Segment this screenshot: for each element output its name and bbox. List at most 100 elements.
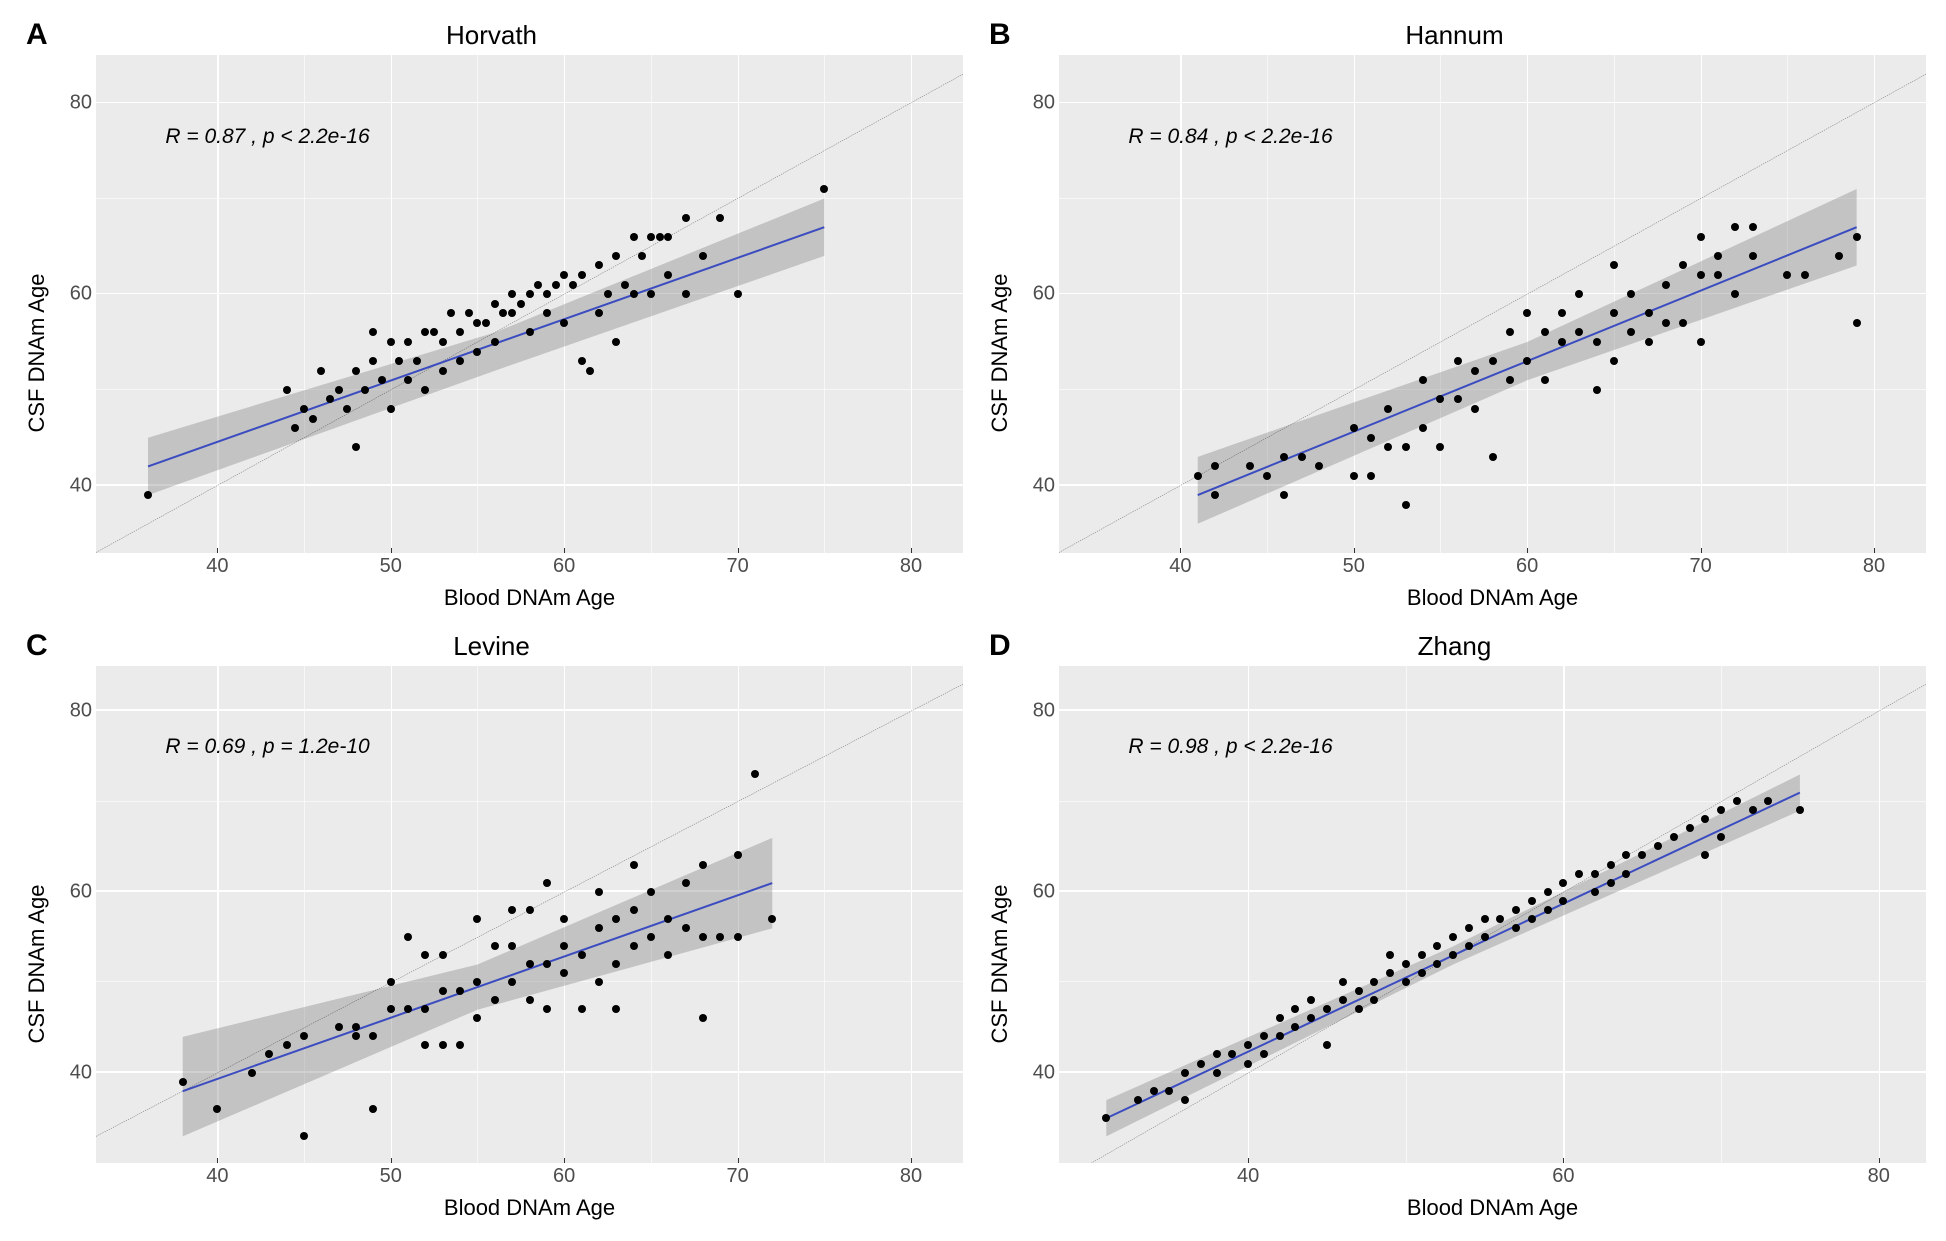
data-point: [526, 906, 534, 914]
data-point: [560, 942, 568, 950]
data-point: [664, 951, 672, 959]
data-point: [543, 290, 551, 298]
panel-C: CLevineCSF DNAm Age406080R = 0.69 , p = …: [20, 631, 963, 1222]
data-point: [647, 933, 655, 941]
data-point: [395, 357, 403, 365]
x-axis-label: Blood DNAm Age: [96, 583, 963, 611]
data-point: [1622, 870, 1630, 878]
data-point: [1370, 996, 1378, 1004]
panel-A: AHorvathCSF DNAm Age406080R = 0.87 , p <…: [20, 20, 963, 611]
data-point: [1402, 978, 1410, 986]
data-point: [1323, 1041, 1331, 1049]
data-point: [1213, 1069, 1221, 1077]
data-point: [656, 233, 664, 241]
y-axis: 406080: [1017, 666, 1059, 1222]
x-tick-label: 60: [1516, 555, 1538, 578]
panel-title: Zhang: [983, 631, 1926, 662]
data-point: [1418, 969, 1426, 977]
data-point: [265, 1050, 273, 1058]
data-point: [768, 915, 776, 923]
data-point: [456, 328, 464, 336]
data-point: [1197, 1060, 1205, 1068]
data-point: [1323, 1005, 1331, 1013]
data-point: [413, 357, 421, 365]
data-point: [1134, 1096, 1142, 1104]
data-point: [526, 996, 534, 1004]
data-point: [439, 951, 447, 959]
data-point: [1355, 987, 1363, 995]
data-point: [578, 1005, 586, 1013]
data-point: [630, 290, 638, 298]
data-point: [1481, 933, 1489, 941]
data-point: [1544, 906, 1552, 914]
data-point: [526, 290, 534, 298]
x-tick-label: 40: [206, 555, 228, 578]
y-tick-label: 40: [1033, 474, 1055, 497]
data-point: [612, 1005, 620, 1013]
data-point: [300, 405, 308, 413]
data-point: [1339, 978, 1347, 986]
plot-wrap: CSF DNAm Age406080R = 0.69 , p = 1.2e-10…: [20, 666, 963, 1222]
data-point: [179, 1078, 187, 1086]
data-point: [1181, 1096, 1189, 1104]
y-tick-label: 40: [1033, 1061, 1055, 1084]
data-point: [473, 319, 481, 327]
data-point: [1213, 1050, 1221, 1058]
data-point: [361, 386, 369, 394]
data-point: [560, 271, 568, 279]
data-point: [595, 309, 603, 317]
panel-letter: A: [26, 18, 48, 52]
panel-title: Horvath: [20, 20, 963, 51]
data-point: [1339, 996, 1347, 1004]
data-point: [352, 1023, 360, 1031]
data-point: [543, 309, 551, 317]
data-point: [586, 367, 594, 375]
x-tick-label: 70: [1689, 555, 1711, 578]
data-point: [1731, 290, 1739, 298]
data-point: [647, 888, 655, 896]
plot-wrap: CSF DNAm Age 40 60 80R = 0.84 , p < 2.2e-16…: [983, 55, 1926, 611]
data-point: [404, 338, 412, 346]
correlation-annotation: R = 0.87 , p < 2.2e-16: [165, 125, 369, 149]
data-point: [1280, 491, 1288, 499]
x-tick-label: 80: [1863, 555, 1885, 578]
data-point: [664, 915, 672, 923]
data-point: [664, 271, 672, 279]
data-point: [1263, 472, 1271, 480]
data-point: [335, 386, 343, 394]
data-point: [1783, 271, 1791, 279]
data-point: [144, 491, 152, 499]
data-point: [1541, 376, 1549, 384]
data-point: [630, 906, 638, 914]
data-point: [1384, 405, 1392, 413]
data-point: [621, 281, 629, 289]
data-point: [560, 319, 568, 327]
data-point: [578, 271, 586, 279]
plot-area: R = 0.84 , p < 2.2e-16: [1059, 55, 1926, 553]
data-point: [699, 1014, 707, 1022]
y-axis-label: CSF DNAm Age: [983, 55, 1017, 611]
data-point: [1291, 1023, 1299, 1031]
data-point: [560, 969, 568, 977]
data-point: [491, 996, 499, 1004]
data-point: [439, 987, 447, 995]
data-point: [343, 405, 351, 413]
data-point: [682, 214, 690, 222]
data-point: [1298, 453, 1306, 461]
data-point: [552, 281, 560, 289]
plot-area: R = 0.87 , p < 2.2e-16: [96, 55, 963, 553]
y-axis: 406080: [54, 55, 96, 611]
data-point: [647, 290, 655, 298]
data-point: [473, 915, 481, 923]
data-point: [1244, 1041, 1252, 1049]
data-point: [439, 1041, 447, 1049]
data-point: [1102, 1114, 1110, 1122]
y-tick-label: 80: [70, 699, 92, 722]
panel-title: Levine: [20, 631, 963, 662]
data-point: [1512, 906, 1520, 914]
data-point: [1370, 978, 1378, 986]
data-point: [604, 290, 612, 298]
data-point: [248, 1069, 256, 1077]
data-point: [213, 1105, 221, 1113]
data-point: [1835, 252, 1843, 260]
